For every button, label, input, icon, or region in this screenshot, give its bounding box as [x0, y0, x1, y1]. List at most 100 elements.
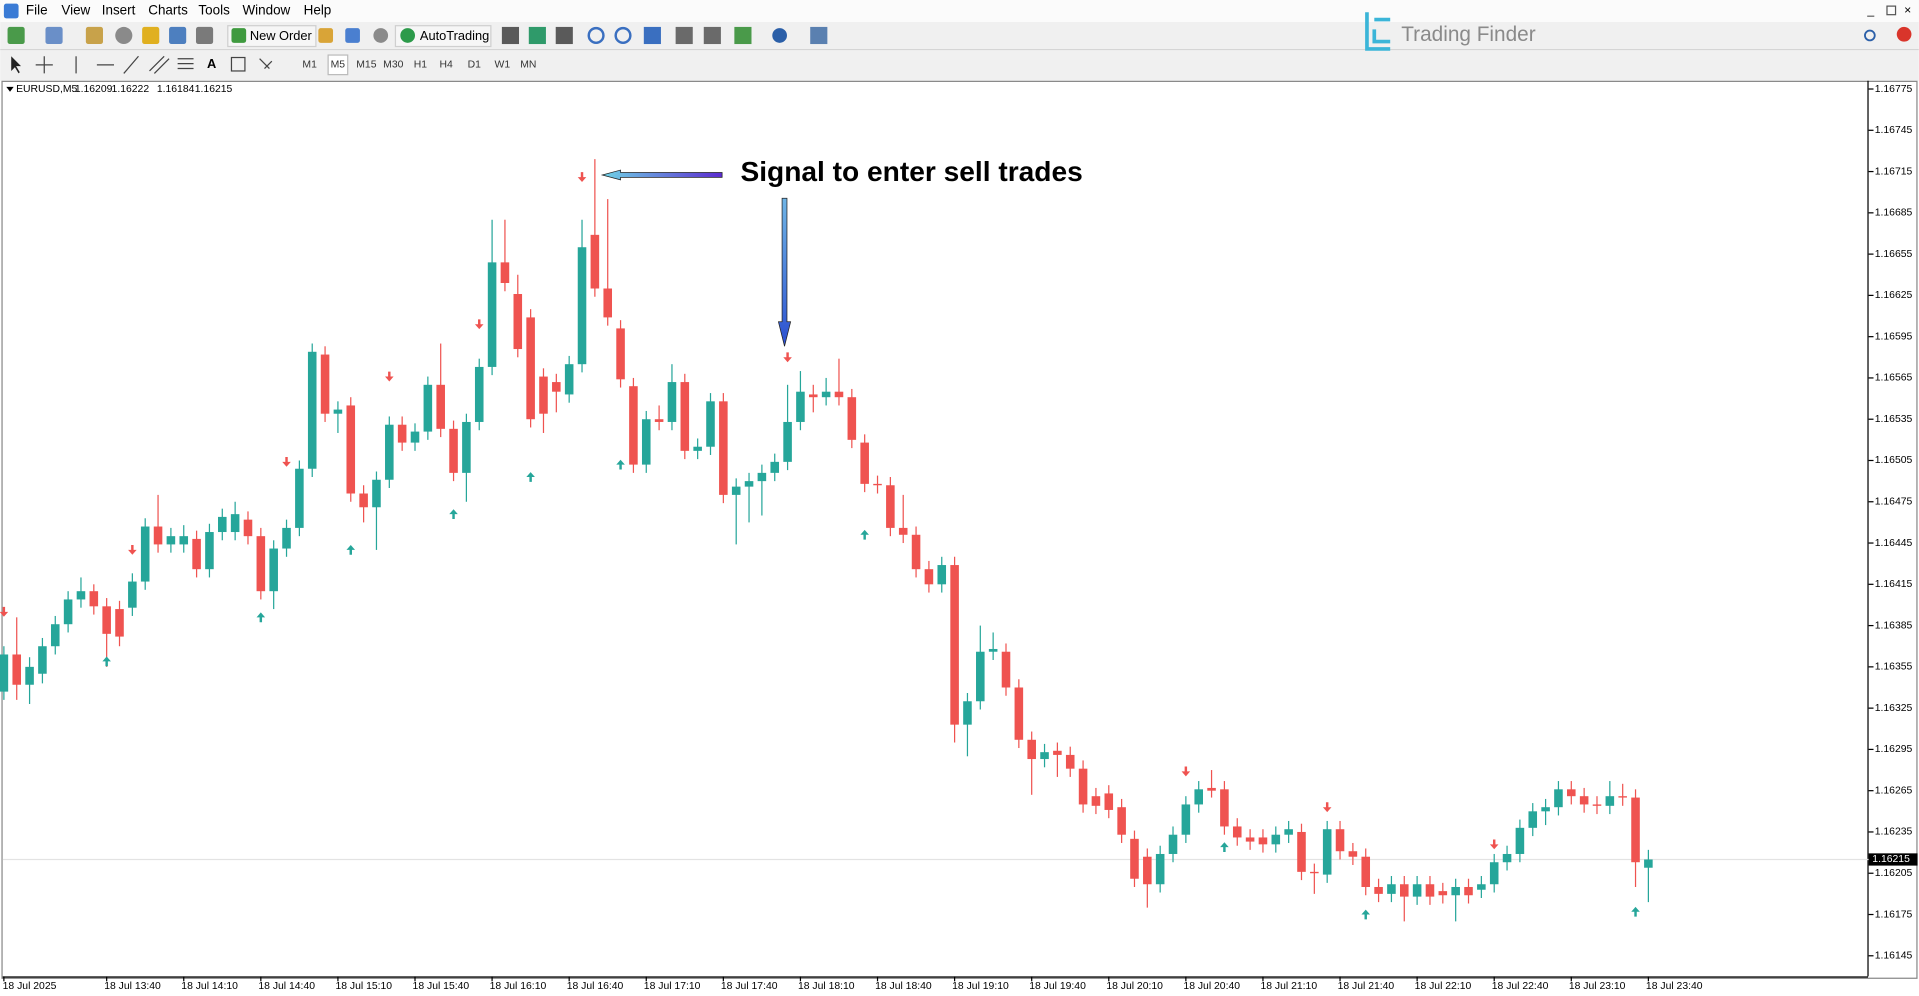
candle-body — [770, 461, 780, 473]
autoscroll-icon[interactable] — [675, 26, 693, 45]
candle-body — [1502, 853, 1512, 863]
timeframe[interactable]: H1 — [414, 60, 428, 71]
text-tool-icon[interactable]: A — [207, 56, 216, 71]
timeframe[interactable]: M30 — [383, 60, 403, 71]
candle-body — [1374, 886, 1383, 894]
candle-body — [25, 666, 34, 685]
candle-body — [937, 565, 947, 585]
menu-item[interactable]: Charts — [148, 3, 188, 18]
market-icon[interactable] — [373, 28, 389, 43]
y-tick-label: 1.16595 — [1875, 331, 1913, 342]
x-tick-label: 18 Jul 22:10 — [1415, 981, 1472, 992]
candle-body — [1220, 789, 1229, 827]
arrows-icon[interactable] — [259, 58, 273, 69]
timeframe[interactable]: D1 — [468, 60, 482, 71]
new-chart-icon[interactable] — [7, 26, 25, 45]
data-window-icon[interactable] — [115, 26, 133, 45]
y-tick-label: 1.16565 — [1875, 373, 1913, 384]
menu-item[interactable]: File — [26, 3, 48, 18]
candle-body — [12, 654, 22, 685]
zoom-in-icon[interactable] — [587, 26, 605, 45]
cursor-icon[interactable] — [11, 56, 22, 74]
candle-chart-icon[interactable] — [528, 26, 546, 45]
autotrading-icon — [400, 28, 416, 43]
buy-arrow — [1631, 906, 1640, 917]
chart-menu-arrow — [6, 86, 14, 92]
y-tick-label: 1.16505 — [1875, 455, 1913, 466]
menu-item[interactable]: Insert — [102, 3, 136, 18]
templates-icon[interactable] — [810, 26, 828, 45]
candle-body — [796, 391, 805, 422]
zoom-out-icon[interactable] — [614, 26, 632, 45]
bar-chart-icon[interactable] — [501, 26, 520, 45]
minimize[interactable]: _ — [1866, 3, 1874, 17]
candle-body — [513, 294, 523, 350]
timeframe[interactable]: H4 — [439, 60, 453, 71]
search-icon[interactable] — [1864, 29, 1876, 42]
candle-body — [1567, 789, 1576, 797]
sell-arrow — [474, 319, 484, 330]
y-tick-label: 1.16445 — [1875, 538, 1913, 549]
candle-body — [1091, 796, 1101, 806]
timeframe[interactable]: MN — [520, 60, 536, 71]
candle-body — [1207, 787, 1216, 791]
buy-arrow — [256, 612, 266, 623]
timeframe[interactable]: W1 — [495, 60, 511, 71]
sell-arrow — [128, 545, 137, 555]
notification-badge[interactable] — [1896, 26, 1912, 42]
channel-icon[interactable] — [149, 55, 170, 74]
terminal-icon[interactable] — [169, 26, 187, 45]
label-tool-icon[interactable] — [230, 56, 246, 72]
tile-icon[interactable] — [643, 26, 661, 45]
candle-body — [641, 419, 651, 465]
candle-body — [1451, 886, 1460, 896]
menu-item[interactable]: Tools — [198, 3, 230, 18]
signals-icon[interactable] — [345, 28, 360, 43]
menu-item[interactable]: Help — [304, 3, 332, 18]
restore[interactable] — [1886, 5, 1897, 16]
line-chart-icon[interactable] — [555, 26, 573, 45]
candle-body — [140, 526, 150, 582]
y-tick-label: 1.16745 — [1875, 125, 1913, 136]
candle-body — [474, 366, 484, 422]
profiles-icon[interactable] — [45, 26, 63, 45]
timeframe[interactable]: M5 — [331, 60, 346, 71]
shift-icon[interactable] — [703, 26, 721, 45]
expert-icon[interactable] — [318, 28, 334, 43]
candle-body — [230, 514, 240, 533]
menu-item[interactable]: Window — [242, 3, 290, 18]
periods-icon[interactable] — [772, 28, 787, 43]
candle-body — [320, 354, 330, 414]
menu-item[interactable]: View — [61, 3, 90, 18]
close[interactable]: × — [1904, 3, 1911, 17]
x-tick-label: 18 Jul 14:40 — [258, 981, 315, 992]
timeframe[interactable]: M15 — [356, 60, 376, 71]
trendline-icon[interactable] — [123, 55, 139, 74]
candle-body — [898, 527, 908, 535]
market-watch-icon[interactable] — [85, 26, 103, 45]
x-tick-label: 18 Jul 20:40 — [1183, 981, 1240, 992]
x-tick-label: 18 Jul 23:40 — [1646, 981, 1703, 992]
current-price-label: 1.16215 — [1872, 854, 1910, 865]
candle-body — [1271, 834, 1281, 845]
indicators-icon[interactable] — [734, 26, 752, 45]
autotrading-button[interactable] — [394, 25, 492, 48]
candle-body — [1297, 831, 1306, 872]
sell-arrow — [1181, 766, 1191, 777]
candle-body — [500, 262, 510, 284]
navigator-icon[interactable] — [142, 26, 160, 45]
candle-body — [1528, 811, 1538, 828]
new-order-button[interactable] — [227, 25, 317, 48]
tester-icon[interactable] — [195, 26, 214, 45]
candle-body — [205, 532, 214, 570]
candle-body — [873, 483, 882, 486]
menu: File View Insert Charts Tools Window Help — [26, 3, 331, 18]
crosshair-icon[interactable] — [35, 56, 53, 74]
candle-body — [1335, 829, 1345, 852]
timeframe[interactable]: M1 — [302, 60, 317, 71]
candle-body — [1001, 651, 1011, 688]
candle-body — [166, 536, 176, 545]
candle-body — [1618, 796, 1627, 798]
fibo-icon[interactable] — [177, 58, 194, 70]
sell-arrow — [1322, 802, 1332, 813]
